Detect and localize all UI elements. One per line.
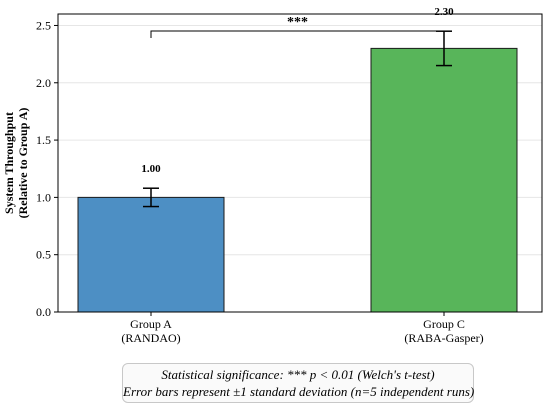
- significance-note: Statistical significance: *** p < 0.01 (…: [161, 367, 435, 382]
- significance-bracket: [150, 30, 445, 38]
- significance-label: ***: [287, 15, 308, 30]
- x-tick-label: Group A: [130, 317, 172, 331]
- footnote-box: Statistical significance: *** p < 0.01 (…: [122, 363, 474, 403]
- y-tick-label: 0.5: [36, 248, 51, 262]
- y-tick-label: 2.0: [36, 76, 51, 90]
- bar: [370, 47, 518, 313]
- y-tick-label: 1.0: [36, 190, 51, 204]
- plot-frame: [57, 13, 543, 313]
- error-bar-note: Error bars represent ±1 standard deviati…: [123, 384, 475, 399]
- y-tick-label: 2.5: [36, 18, 51, 32]
- data-label: 1.00: [141, 163, 161, 175]
- y-tick-label: 0.0: [36, 305, 51, 319]
- axes: [54, 13, 543, 316]
- data-label: 2.30: [434, 6, 454, 18]
- y-axis-label: System Throughput: [2, 112, 16, 214]
- y-tick-label: 1.5: [36, 133, 51, 147]
- x-tick-label: Group C: [423, 317, 465, 331]
- bars: [77, 30, 518, 313]
- axis-labels: 0.0 0.5 1.0 1.5 2.0 2.5 1.00 Group A(RANDAO) 2.3…: [36, 6, 484, 345]
- y-axis-label-sub: (Relative to Group A): [16, 108, 30, 219]
- bar: [77, 196, 225, 313]
- x-tick-label-sub: (RABA-Gasper): [404, 331, 483, 345]
- x-tick-label-sub: (RANDAO): [121, 331, 180, 345]
